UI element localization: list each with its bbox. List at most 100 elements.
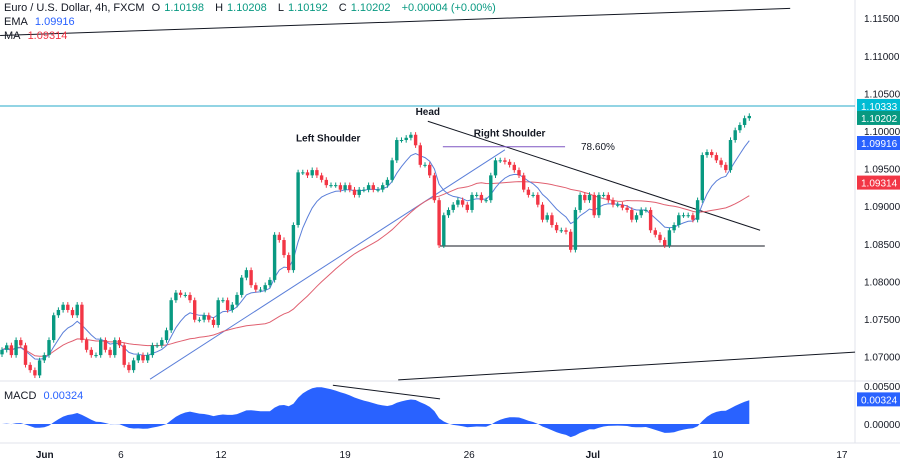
candle: [352, 187, 357, 198]
price-tick-label: 1.10500: [864, 89, 900, 100]
candle: [362, 187, 366, 193]
macd-legend[interactable]: MACD 0.00324: [4, 390, 87, 402]
candle: [305, 169, 310, 178]
candle-body: [329, 185, 333, 187]
moving-averages-layer: [1, 140, 750, 360]
candle: [484, 197, 488, 203]
candle-body: [37, 360, 42, 376]
candle-body: [667, 230, 672, 246]
candle: [587, 192, 592, 203]
price-tag-label: 1.09314: [861, 179, 898, 190]
ema-legend[interactable]: EMA 1.09916: [4, 16, 79, 28]
candle-body: [334, 185, 338, 187]
price-tag-label: 1.10333: [861, 102, 898, 113]
candle-body: [587, 194, 592, 201]
candle: [141, 352, 145, 363]
lower-channel-line: [398, 351, 856, 381]
ohlc-high: H 1.10208: [215, 2, 267, 14]
candle: [254, 282, 258, 293]
chart-annotation: 78.60%: [581, 142, 615, 153]
candle-body: [686, 215, 690, 217]
candle-body: [381, 185, 385, 190]
candle: [348, 182, 352, 193]
ascending-trendline: [149, 149, 506, 380]
candle-body: [155, 345, 159, 347]
candle-body: [606, 194, 610, 201]
candle-body: [390, 160, 394, 180]
price-tick-label: 1.08500: [864, 240, 900, 251]
candle-body: [695, 200, 700, 220]
candle-body: [446, 209, 451, 216]
price-tag: [857, 136, 900, 150]
candle-body: [258, 289, 263, 291]
candle: [390, 157, 394, 183]
candle: [648, 207, 653, 233]
candle-body: [456, 200, 460, 205]
candle: [625, 205, 629, 213]
candle: [644, 207, 648, 213]
candle: [117, 337, 122, 348]
candle: [9, 342, 14, 358]
candle-body: [489, 175, 493, 201]
candle-body: [136, 355, 140, 361]
candle-body: [66, 304, 70, 310]
candle: [61, 302, 65, 313]
price-tick-label: 1.07000: [864, 353, 900, 364]
candle-body: [428, 164, 432, 176]
candle: [507, 159, 512, 168]
candle: [503, 157, 507, 165]
ma-legend[interactable]: MA 1.09314: [4, 30, 71, 42]
candle-body: [221, 300, 225, 302]
candle: [550, 212, 554, 228]
candle: [531, 192, 535, 198]
candle: [216, 297, 220, 328]
candle: [155, 342, 159, 348]
candle: [188, 292, 192, 303]
candle: [428, 162, 432, 178]
candle-body: [738, 124, 742, 131]
candle: [601, 192, 606, 198]
candle: [310, 167, 314, 178]
candle: [540, 202, 545, 223]
candle-body: [357, 189, 361, 195]
price-tick-label: 1.09500: [864, 165, 900, 176]
candle: [272, 232, 277, 283]
ohlc-open: O 1.10198: [151, 2, 204, 14]
candle: [592, 192, 596, 218]
candle: [66, 302, 70, 313]
candle: [338, 182, 343, 193]
candle-body: [348, 185, 352, 190]
candle-body: [28, 364, 32, 371]
candle: [460, 197, 465, 208]
time-tick-label: 17: [836, 450, 848, 461]
candle-body: [61, 304, 65, 310]
ema-value: 1.09916: [34, 16, 75, 28]
candle: [150, 342, 155, 358]
candle-body: [550, 215, 554, 225]
candle-body: [475, 194, 479, 196]
candle-body: [663, 240, 667, 246]
candle: [28, 362, 32, 373]
ohlc-low: L 1.10192: [277, 2, 328, 14]
candle-body: [371, 185, 375, 190]
candle-body: [399, 140, 404, 142]
candle-body: [178, 292, 183, 295]
candle-body: [611, 200, 615, 205]
candle: [385, 177, 390, 188]
candle-body: [747, 115, 751, 119]
candle: [287, 252, 291, 273]
price-tick-label: 1.07500: [864, 315, 900, 326]
candle: [19, 337, 23, 348]
candle: [667, 227, 672, 248]
candle: [357, 187, 361, 198]
candle: [37, 357, 42, 379]
candle-body: [249, 270, 253, 286]
candle: [249, 267, 253, 288]
candle: [526, 187, 531, 198]
candle: [5, 342, 9, 353]
price-tick-label: 1.11000: [864, 52, 900, 63]
candle-body: [479, 194, 484, 201]
candle-body: [282, 240, 286, 256]
